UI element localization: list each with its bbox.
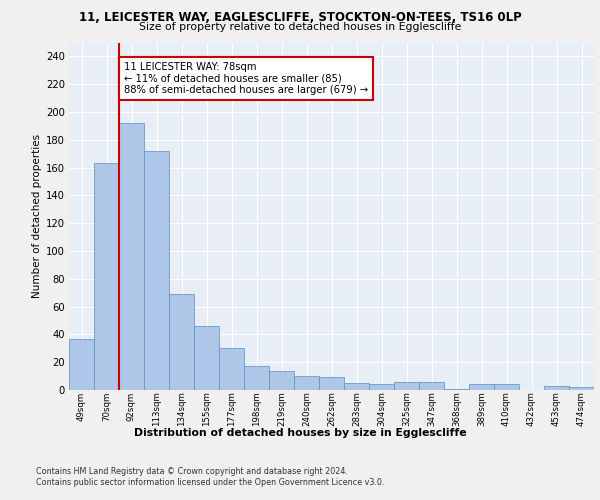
Bar <box>144 151 169 390</box>
Bar <box>219 348 244 390</box>
Bar <box>269 370 294 390</box>
Bar <box>419 382 444 390</box>
Bar <box>344 383 369 390</box>
Y-axis label: Number of detached properties: Number of detached properties <box>32 134 41 298</box>
Bar <box>194 326 219 390</box>
Bar <box>544 386 569 390</box>
Bar <box>494 384 519 390</box>
Bar <box>244 366 269 390</box>
Text: 11 LEICESTER WAY: 78sqm
← 11% of detached houses are smaller (85)
88% of semi-de: 11 LEICESTER WAY: 78sqm ← 11% of detache… <box>124 62 368 95</box>
Bar <box>69 338 94 390</box>
Bar <box>394 382 419 390</box>
Bar <box>169 294 194 390</box>
Bar <box>569 387 594 390</box>
Bar <box>94 164 119 390</box>
Bar <box>469 384 494 390</box>
Bar <box>294 376 319 390</box>
Text: Size of property relative to detached houses in Egglescliffe: Size of property relative to detached ho… <box>139 22 461 32</box>
Text: Contains HM Land Registry data © Crown copyright and database right 2024.
Contai: Contains HM Land Registry data © Crown c… <box>36 468 385 487</box>
Bar <box>319 378 344 390</box>
Bar <box>369 384 394 390</box>
Bar <box>119 123 144 390</box>
Bar <box>444 388 469 390</box>
Text: Distribution of detached houses by size in Egglescliffe: Distribution of detached houses by size … <box>134 428 466 438</box>
Text: 11, LEICESTER WAY, EAGLESCLIFFE, STOCKTON-ON-TEES, TS16 0LP: 11, LEICESTER WAY, EAGLESCLIFFE, STOCKTO… <box>79 11 521 24</box>
